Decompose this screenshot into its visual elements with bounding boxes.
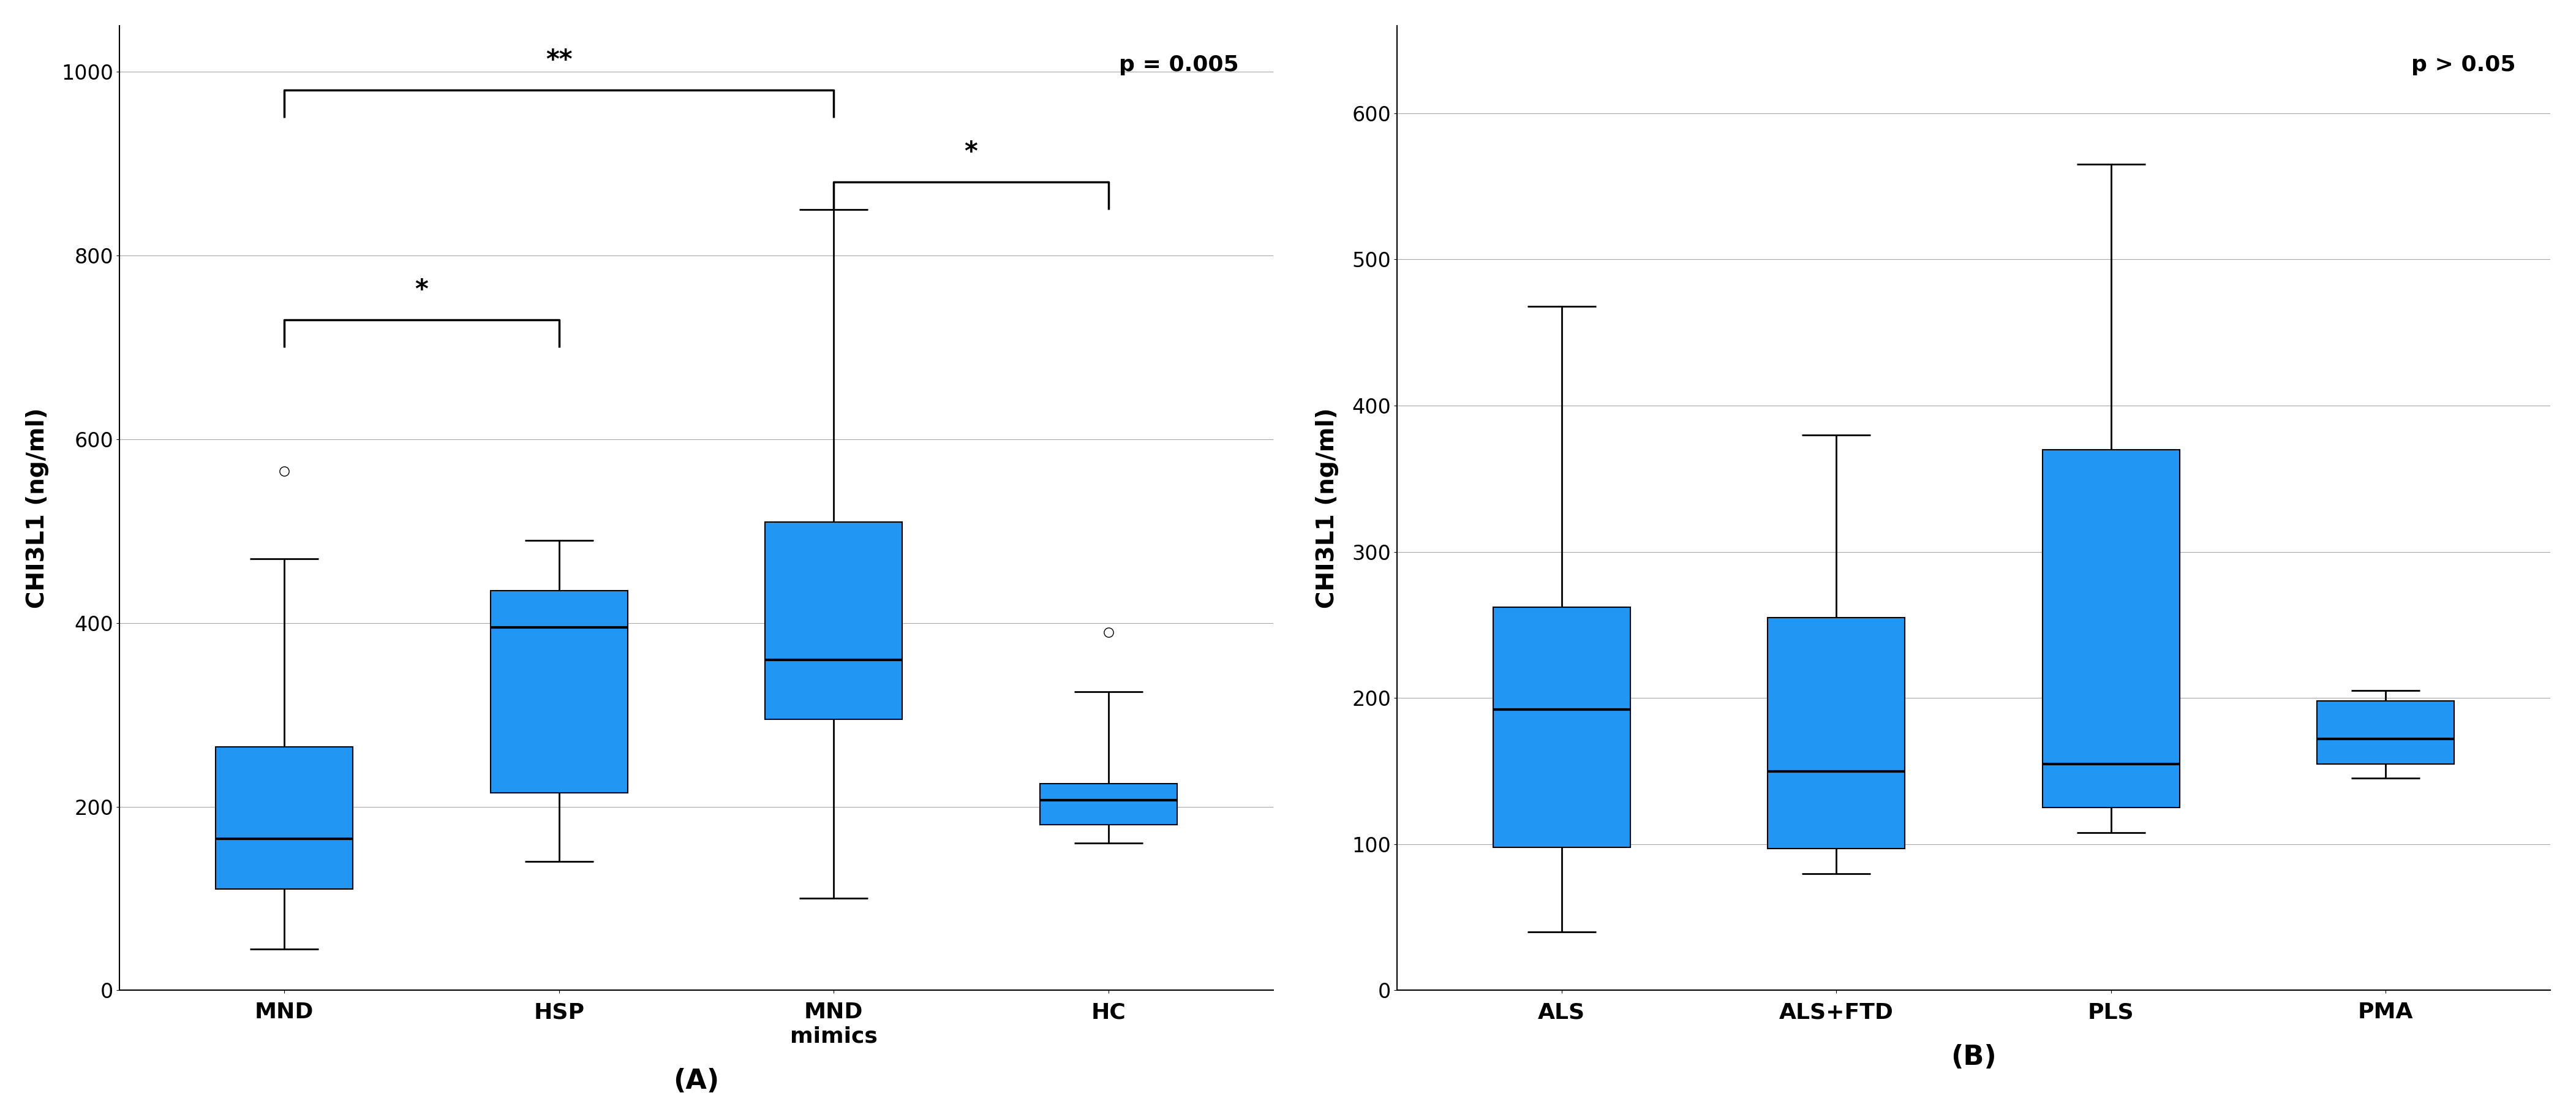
X-axis label: (A): (A) (672, 1068, 719, 1094)
Y-axis label: CHI3L1 (ng/ml): CHI3L1 (ng/ml) (26, 408, 49, 608)
FancyBboxPatch shape (1041, 784, 1177, 825)
X-axis label: (B): (B) (1950, 1044, 1996, 1071)
Y-axis label: CHI3L1 (ng/ml): CHI3L1 (ng/ml) (1316, 408, 1340, 608)
FancyBboxPatch shape (2043, 449, 2179, 808)
FancyBboxPatch shape (2316, 701, 2455, 764)
FancyBboxPatch shape (1494, 607, 1631, 847)
FancyBboxPatch shape (216, 747, 353, 889)
Text: p > 0.05: p > 0.05 (2411, 55, 2517, 75)
FancyBboxPatch shape (765, 522, 902, 719)
Text: *: * (963, 140, 979, 166)
FancyBboxPatch shape (1767, 617, 1906, 849)
Text: **: ** (546, 47, 572, 73)
Text: p = 0.005: p = 0.005 (1118, 55, 1239, 75)
FancyBboxPatch shape (489, 590, 629, 793)
Text: *: * (415, 278, 428, 304)
